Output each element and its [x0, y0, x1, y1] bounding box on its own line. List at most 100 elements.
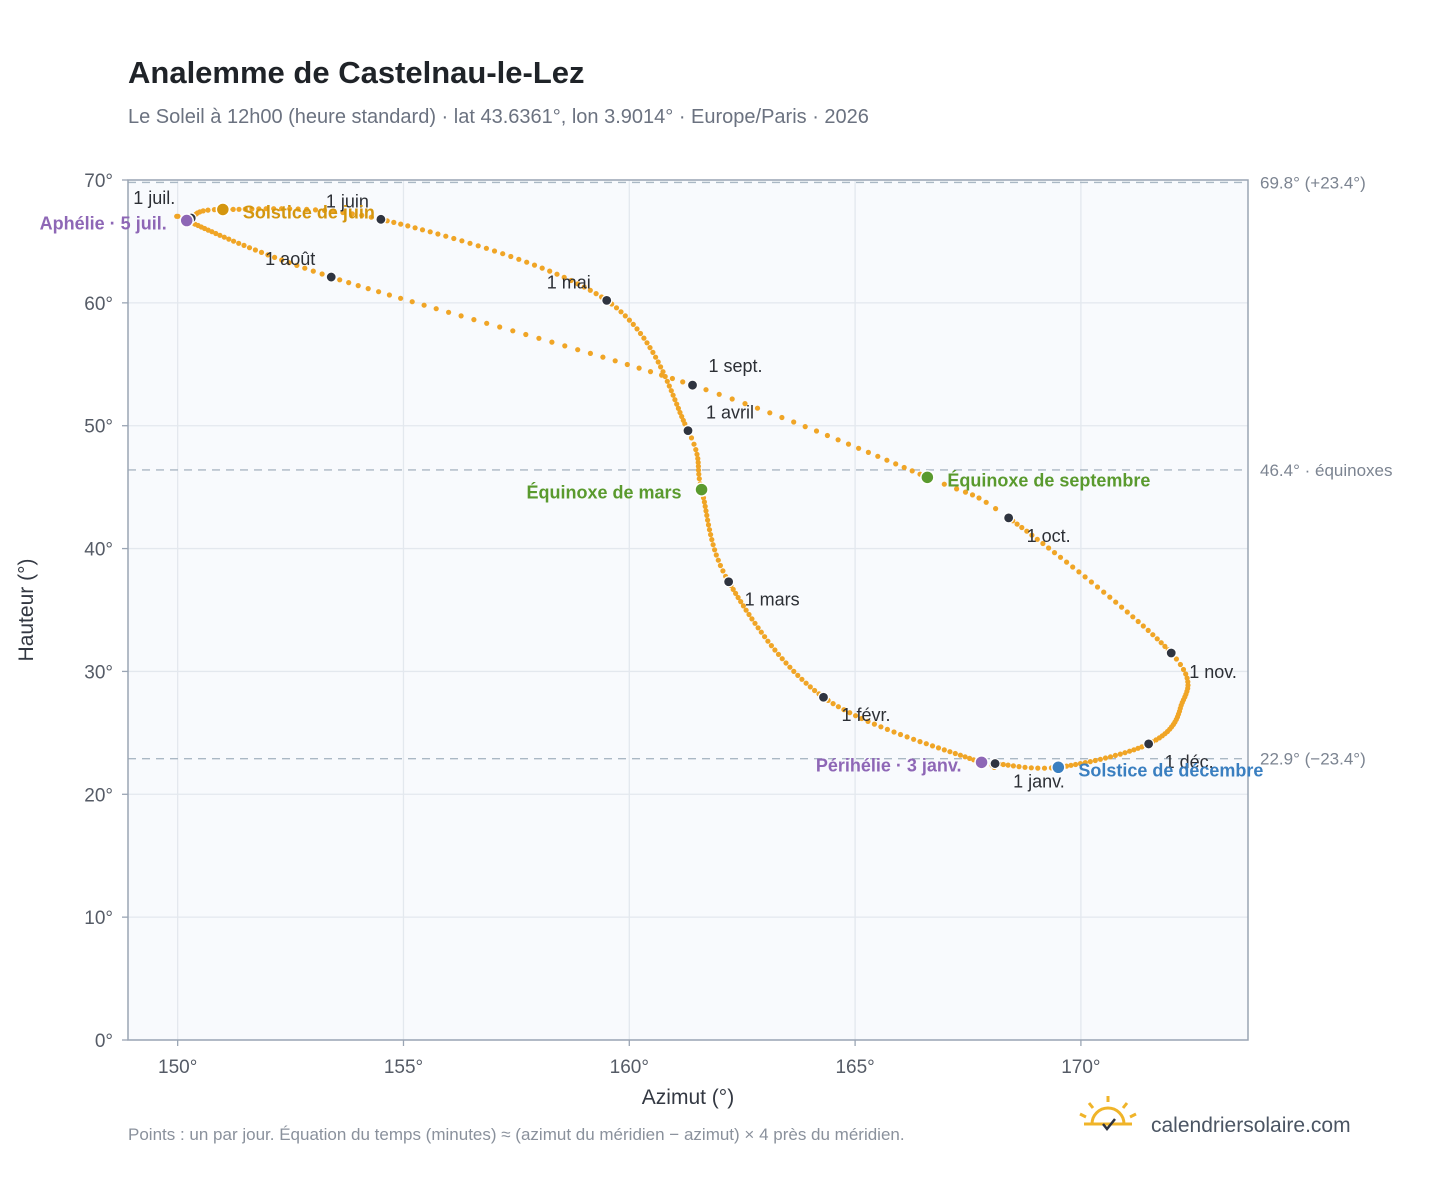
brand-name: calendriersolaire.com — [1151, 1114, 1351, 1137]
daily-point — [209, 229, 215, 235]
daily-point — [705, 517, 711, 523]
daily-point — [312, 207, 319, 213]
daily-point — [845, 441, 852, 447]
daily-point — [680, 379, 686, 385]
daily-point — [674, 401, 680, 407]
daily-point — [443, 233, 449, 239]
daily-point — [1127, 748, 1133, 754]
daily-point — [174, 213, 180, 219]
daily-point — [802, 424, 808, 430]
daily-point — [658, 364, 664, 370]
daily-point — [549, 339, 555, 345]
daily-point — [695, 456, 701, 462]
daily-point — [904, 734, 910, 740]
daily-point — [1088, 579, 1094, 585]
daily-point — [1051, 550, 1058, 556]
daily-point — [622, 313, 628, 319]
daily-point — [812, 687, 818, 694]
daily-point — [957, 752, 964, 758]
daily-point — [824, 432, 831, 439]
y-tick-label: 10° — [84, 908, 113, 929]
daily-point — [321, 207, 328, 214]
daily-point — [630, 321, 636, 327]
daily-point — [435, 231, 441, 237]
daily-point — [935, 745, 942, 751]
daily-point — [841, 707, 847, 713]
daily-point — [962, 489, 969, 495]
daily-point — [758, 629, 764, 635]
daily-point — [749, 616, 755, 622]
daily-point — [835, 437, 841, 443]
daily-point — [1158, 640, 1164, 646]
daily-point — [1135, 618, 1141, 625]
daily-point — [878, 724, 884, 730]
daily-point — [653, 354, 659, 360]
daily-point — [1183, 671, 1189, 677]
daily-point — [612, 358, 618, 364]
daily-point — [856, 445, 862, 451]
daily-point — [767, 410, 773, 416]
month-label: 1 août — [265, 249, 315, 269]
daily-point — [1082, 574, 1088, 580]
daily-point — [1101, 589, 1107, 595]
daily-point — [581, 284, 587, 290]
daily-point — [252, 247, 258, 253]
daily-point — [923, 741, 929, 747]
daily-point — [409, 299, 415, 305]
daily-point — [743, 607, 749, 613]
y-tick-label: 0° — [95, 1031, 113, 1052]
daily-point — [471, 317, 477, 323]
daily-point — [891, 729, 897, 735]
daily-point — [969, 492, 976, 498]
month-marker — [723, 576, 735, 588]
daily-point — [875, 453, 881, 459]
event-label: Équinoxe de mars — [526, 482, 681, 503]
sun-check-icon — [1079, 1096, 1137, 1132]
daily-point — [302, 265, 308, 271]
daily-point — [241, 242, 247, 248]
daily-point — [1107, 594, 1113, 600]
daily-point — [772, 647, 778, 653]
daily-point — [1034, 536, 1040, 542]
month-marker — [325, 271, 337, 283]
y-tick-label: 50° — [84, 417, 113, 438]
daily-point — [884, 457, 890, 463]
daily-point — [865, 718, 871, 725]
daily-point — [705, 522, 712, 528]
daily-point — [710, 542, 716, 548]
reference-line-label: 22.9° (−23.4°) — [1260, 750, 1366, 769]
daily-point — [446, 309, 452, 315]
daily-point — [1117, 751, 1123, 757]
daily-point — [412, 225, 418, 231]
daily-point — [205, 207, 211, 213]
daily-point — [813, 428, 820, 434]
daily-point — [213, 230, 219, 237]
daily-point — [286, 260, 292, 266]
daily-point — [568, 277, 574, 284]
daily-point — [427, 229, 433, 235]
daily-point — [221, 234, 227, 240]
daily-point — [279, 257, 285, 263]
daily-point — [672, 397, 678, 403]
plot-frame — [127, 179, 1249, 1041]
daily-point — [983, 499, 989, 505]
daily-point — [624, 361, 630, 368]
daily-point — [967, 755, 973, 762]
daily-point — [695, 463, 702, 469]
daily-point — [637, 330, 644, 337]
x-tick-label: 170° — [1061, 1057, 1100, 1078]
daily-point — [1064, 559, 1070, 565]
daily-point — [1000, 761, 1006, 768]
daily-point — [1040, 540, 1046, 547]
daily-point — [1082, 760, 1088, 766]
daily-point — [762, 634, 768, 640]
daily-point — [941, 747, 947, 753]
daily-point — [694, 451, 700, 457]
daily-point — [742, 401, 748, 407]
daily-point — [668, 388, 674, 394]
daily-point — [287, 206, 293, 212]
x-tick-label: 155° — [384, 1057, 423, 1078]
daily-point — [539, 265, 545, 271]
daily-point — [337, 277, 343, 283]
daily-point — [677, 409, 683, 416]
